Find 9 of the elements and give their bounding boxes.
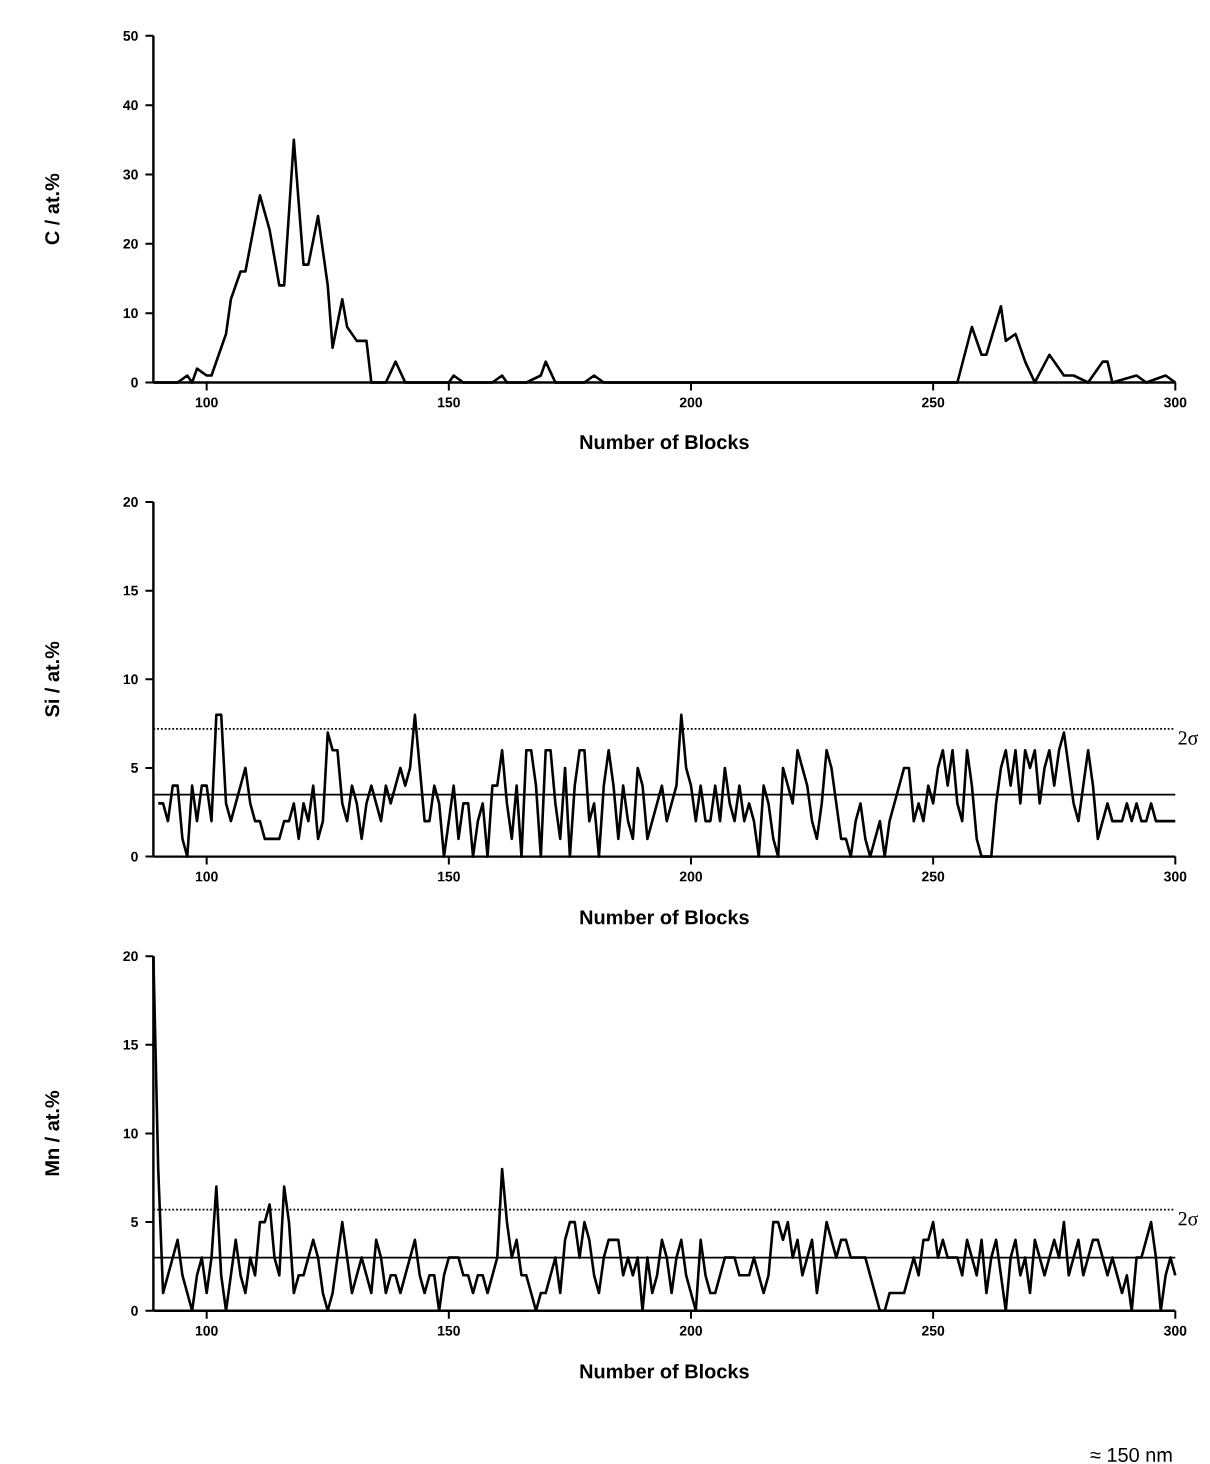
x-axis-title: Number of Blocks xyxy=(580,434,750,450)
y-axis-title: Mn / at.% xyxy=(45,1090,60,1176)
text: ≈ 150 nm xyxy=(1090,1447,1172,1462)
y-axis-title: Si / at.% xyxy=(45,641,60,717)
x-axis-title: Number of Blocks xyxy=(580,1363,750,1379)
text: 2σ xyxy=(1178,731,1199,745)
x-axis-title: Number of Blocks xyxy=(580,909,750,925)
y-axis-title: C / at.% xyxy=(45,173,60,245)
text: 2σ xyxy=(1178,1212,1199,1226)
